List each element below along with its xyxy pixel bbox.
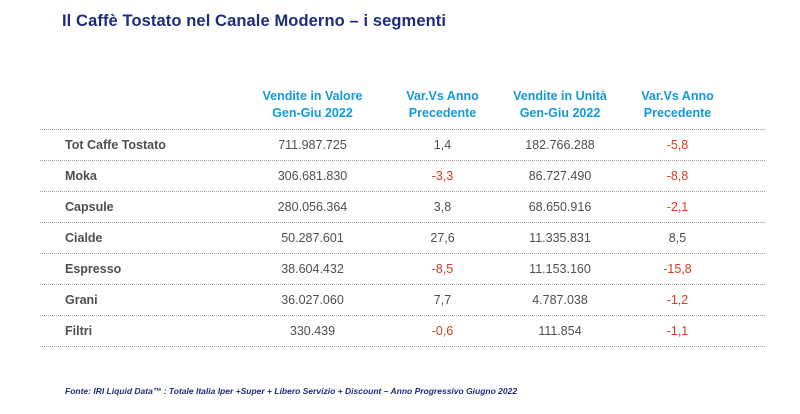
value-cell: 306.681.830 [277, 169, 348, 183]
table-header-row: Vendite in Valore Gen-Giu 2022 Var.Vs An… [40, 80, 765, 130]
value-cell: 280.056.364 [277, 200, 348, 214]
source-footnote: Fonte: IRI Liquid Data™ : Totale Italia … [65, 386, 518, 396]
value-cell: -5,8 [666, 138, 689, 152]
value-cell: -8,8 [666, 169, 689, 183]
value-cell: -1,1 [666, 324, 689, 338]
value-cell: 182.766.288 [525, 138, 595, 152]
column-header-line2: Gen-Giu 2022 [272, 106, 353, 121]
value-cell: 11.153.160 [529, 262, 591, 276]
value-cell: 1,4 [433, 138, 452, 152]
column-header-line2: Gen-Giu 2022 [519, 106, 601, 121]
row-label: Tot Caffe Tostato [65, 138, 166, 152]
row-label: Filtri [65, 324, 93, 338]
row-label: Capsule [65, 200, 114, 214]
value-cell: -0,6 [431, 324, 454, 338]
row-label: Moka [65, 169, 97, 183]
column-header-line2: Precedente [408, 106, 477, 121]
table-row: Espresso 38.604.432 -8,5 11.153.160 -15,… [40, 254, 765, 285]
value-cell: 68.650.916 [528, 200, 592, 214]
value-cell: 86.727.490 [528, 169, 592, 183]
value-cell: -2,1 [666, 200, 689, 214]
value-cell: 4.787.038 [532, 293, 588, 307]
column-header-line2: Precedente [643, 106, 712, 121]
value-cell: 36.027.060 [281, 293, 344, 307]
table-row: Capsule 280.056.364 3,8 68.650.916 -2,1 [40, 192, 765, 223]
table-row: Cialde 50.287.601 27,6 11.335.831 8,5 [40, 223, 765, 254]
value-cell: 111.854 [538, 324, 582, 338]
table-row: Filtri 330.439 -0,6 111.854 -1,1 [40, 316, 765, 347]
value-cell: -1,2 [666, 293, 689, 307]
row-label: Espresso [65, 262, 122, 276]
table-row: Tot Caffe Tostato 711.987.725 1,4 182.76… [40, 130, 765, 161]
value-cell: 3,8 [433, 200, 452, 214]
value-cell: 711.987.725 [278, 138, 347, 152]
value-cell: 38.604.432 [281, 262, 344, 276]
column-header-line1: Vendite in Valore [262, 89, 363, 104]
column-header-line1: Var.Vs Anno [406, 89, 479, 104]
value-cell: 11.335.831 [529, 231, 591, 245]
column-header-vendite-unita: Vendite in Unità Gen-Giu 2022 [490, 88, 630, 122]
column-header-line1: Var.Vs Anno [641, 89, 714, 104]
column-header-var-valore: Var.Vs Anno Precedente [395, 88, 490, 122]
value-cell: 330.439 [289, 324, 336, 338]
value-cell: 8,5 [668, 231, 687, 245]
table-row: Grani 36.027.060 7,7 4.787.038 -1,2 [40, 285, 765, 316]
value-cell: 50.287.601 [281, 231, 344, 245]
row-label: Cialde [65, 231, 103, 245]
column-header-vendite-valore: Vendite in Valore Gen-Giu 2022 [230, 88, 395, 122]
page-title: Il Caffè Tostato nel Canale Moderno – i … [62, 12, 447, 30]
table-row: Moka 306.681.830 -3,3 86.727.490 -8,8 [40, 161, 765, 192]
segments-table: Vendite in Valore Gen-Giu 2022 Var.Vs An… [40, 80, 765, 347]
row-label: Grani [65, 293, 98, 307]
value-cell: -3,3 [431, 169, 454, 183]
column-header-var-unita: Var.Vs Anno Precedente [630, 88, 725, 122]
value-cell: 7,7 [433, 293, 452, 307]
value-cell: 27,6 [430, 231, 455, 245]
value-cell: -8,5 [431, 262, 454, 276]
value-cell: -15,8 [663, 262, 692, 276]
column-header-line1: Vendite in Unità [513, 89, 607, 104]
